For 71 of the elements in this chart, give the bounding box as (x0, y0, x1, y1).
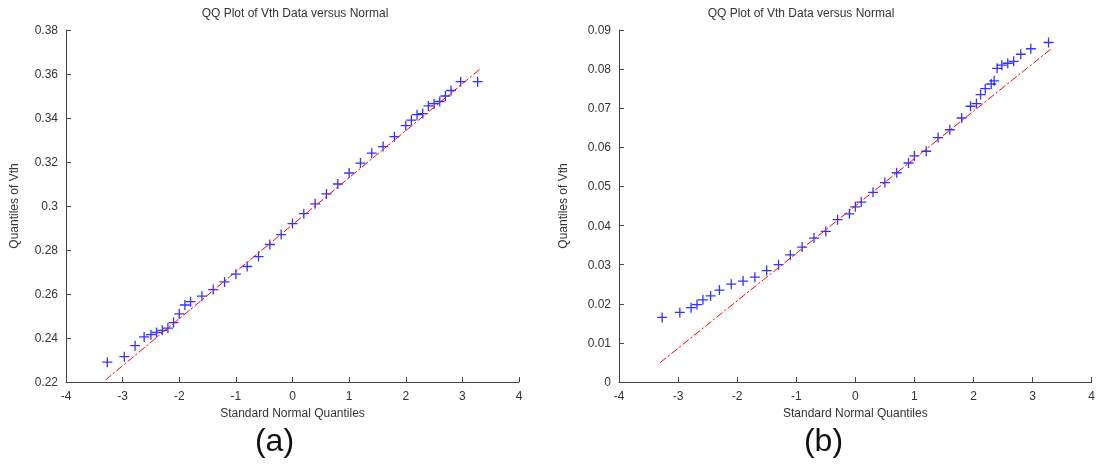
point (868, 187, 879, 198)
x-tick-label: 1 (911, 389, 919, 403)
point (933, 132, 944, 143)
x-tick-label: 4 (515, 389, 523, 403)
x-tick-label: 4 (1088, 389, 1096, 403)
point (657, 312, 668, 323)
point (903, 157, 914, 168)
point (691, 299, 702, 310)
x-axis-title: Standard Normal Quantiles (782, 405, 928, 420)
y-tick-label: 0.07 (587, 101, 612, 116)
x-tick-label: 3 (459, 389, 467, 403)
point (808, 233, 819, 244)
point (179, 300, 190, 310)
y-tick-label: 0.3 (41, 199, 59, 213)
y-tick-label: 0.38 (34, 23, 59, 37)
y-tick-label: 0.02 (587, 296, 612, 311)
chart-title: QQ Plot of Vth Data versus Normal (707, 6, 895, 20)
x-tick-label: 2 (402, 389, 410, 403)
chart-title: QQ Plot of Vth Data versus Normal (201, 6, 389, 20)
text: (b) (803, 422, 844, 458)
y-tick-label: 0.09 (587, 23, 612, 37)
y-tick-label: 0.34 (34, 111, 59, 125)
x-tick-label: 1 (345, 389, 353, 403)
point (139, 331, 150, 342)
point (992, 63, 1003, 74)
x-axis-title: Standard Normal Quantiles (220, 405, 365, 420)
y-tick-label: 0.04 (587, 218, 612, 233)
point (996, 60, 1007, 71)
text: (a) (254, 422, 295, 458)
x-tick-label: -3 (672, 389, 684, 403)
point (344, 168, 355, 178)
y-tick-label: 0.28 (34, 243, 59, 257)
y-tick-label: 0.08 (587, 62, 612, 77)
point (697, 294, 708, 305)
point (355, 158, 366, 169)
x-tick-label: -3 (117, 389, 129, 403)
y-tick-label: 0.03 (587, 257, 612, 272)
y-tick-label: 0 (604, 375, 612, 389)
x-tick-label: -4 (613, 389, 625, 403)
x-tick-label: 2 (970, 389, 978, 403)
point (705, 290, 716, 301)
point (423, 100, 434, 111)
point (412, 109, 423, 120)
point (738, 276, 749, 287)
y-tick-label: 0.01 (587, 335, 612, 350)
y-tick-label: 0.36 (34, 67, 59, 81)
x-tick-label: 0 (289, 389, 297, 403)
x-tick-label: -4 (60, 389, 72, 403)
point (714, 285, 725, 296)
point (162, 323, 173, 334)
x-tick-label: -1 (230, 389, 242, 403)
x-tick-label: -2 (173, 389, 185, 403)
point (145, 329, 156, 340)
y-tick-label: 0.32 (34, 155, 59, 169)
y-axis-title: Quantiles of Vth (7, 163, 21, 249)
point (944, 124, 955, 135)
point (674, 307, 685, 318)
x-tick-label: 0 (851, 389, 859, 403)
y-tick-label: 0.26 (34, 287, 59, 301)
y-tick-label: 0.24 (34, 331, 59, 345)
x-tick-label: -2 (731, 389, 743, 403)
y-tick-label: 0.05 (587, 179, 612, 194)
point (879, 177, 890, 188)
y-tick-label: 0.22 (34, 375, 59, 389)
point (130, 340, 141, 351)
point (749, 272, 760, 283)
y-axis-title: Quantiles of Vth (556, 163, 570, 249)
x-tick-label: 3 (1029, 389, 1037, 403)
y-tick-label: 0.06 (587, 140, 612, 155)
point (686, 302, 697, 313)
x-tick-label: -1 (790, 389, 802, 403)
